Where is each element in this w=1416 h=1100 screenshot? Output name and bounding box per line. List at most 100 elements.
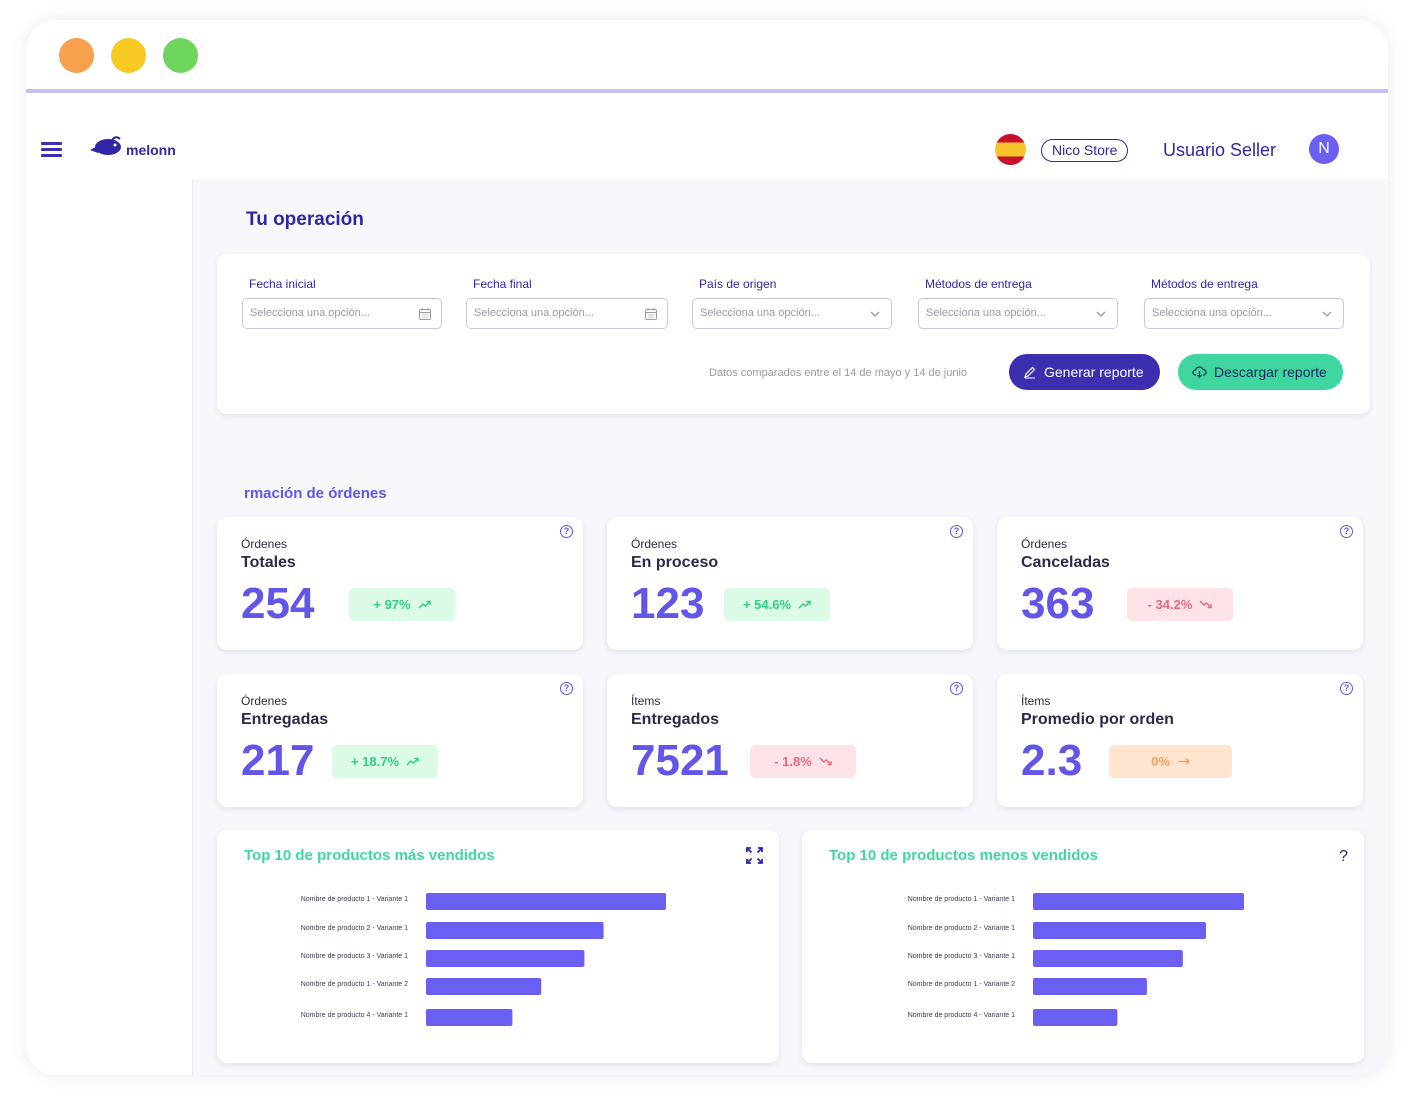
kpi-name: Canceladas (1021, 554, 1110, 571)
trend-flat-icon (1177, 758, 1190, 765)
top-header: melonn Nico Store Usuario Seller N (26, 93, 1388, 179)
filter-delivery-method-1: Métodos de entrega Selecciona una opción… (918, 277, 1118, 329)
bar-label: Nombre de producto 2 - Variante 1 (301, 925, 408, 932)
kpi-value: 7521 (631, 736, 729, 785)
help-icon[interactable]: ? (560, 525, 573, 538)
bar-label: Nombre de producto 4 - Variante 1 (908, 1012, 1015, 1019)
filter-end-date: Fecha final Selecciona una opción... (466, 277, 668, 329)
bar-label: Nombre de producto 1 - Variante 2 (908, 981, 1015, 988)
window-close-button[interactable] (59, 38, 94, 73)
origin-country-select[interactable]: Selecciona una opción... (692, 298, 892, 329)
trend-down-icon (819, 757, 832, 766)
sidebar (26, 179, 193, 1075)
avatar[interactable]: N (1309, 134, 1339, 164)
bar[interactable] (1033, 978, 1147, 995)
bar[interactable] (1033, 893, 1244, 910)
placeholder: Selecciona una opción... (250, 307, 370, 319)
chart-title: Top 10 de productos menos vendidos (829, 847, 1098, 864)
kpi-change-badge: + 54.6% (724, 588, 830, 621)
trend-up-icon (798, 600, 811, 609)
filter-start-date: Fecha inicial Selecciona una opción... (242, 277, 442, 329)
delivery-method-select[interactable]: Selecciona una opción... (1144, 298, 1344, 329)
filter-label: Fecha inicial (249, 277, 316, 291)
bar-chart: Nombre de producto 1 - Variante 1 Nombre … (301, 893, 666, 1026)
filter-origin-country: País de origen Selecciona una opción... (692, 277, 892, 329)
help-icon[interactable]: ? (950, 682, 963, 695)
melonn-mascot-icon (90, 136, 121, 155)
chevron-down-icon (1322, 311, 1332, 317)
brand-logo[interactable]: melonn (88, 135, 176, 159)
bar-label: Nombre de producto 3 - Variante 1 (908, 953, 1015, 960)
bar[interactable] (1033, 1009, 1118, 1026)
kpi-name: Promedio por orden (1021, 711, 1174, 728)
kpi-value: 254 (241, 579, 315, 628)
help-icon[interactable]: ? (1340, 525, 1353, 538)
bar[interactable] (426, 893, 666, 910)
spain-flag-icon[interactable] (995, 134, 1026, 165)
delivery-method-select[interactable]: Selecciona una opción... (918, 298, 1118, 329)
main-content: Tu operación Fecha inicial Selecciona un… (193, 179, 1388, 1075)
kpi-kicker: Órdenes (241, 694, 288, 708)
window-minimize-button[interactable] (111, 38, 146, 73)
kpi-card-total-orders: Órdenes Totales 254 + 97% ? (217, 517, 583, 650)
kpi-value: 363 (1021, 579, 1095, 628)
kpi-kicker: Ítems (631, 694, 661, 708)
kpi-card-cancelled: Órdenes Canceladas 363 - 34.2% ? (997, 517, 1363, 650)
menu-icon[interactable] (41, 142, 62, 157)
kpi-name: En proceso (631, 554, 719, 571)
user-name[interactable]: Usuario Seller (1163, 140, 1277, 160)
bar-label: Nombre de producto 1 - Variante 2 (301, 981, 408, 988)
placeholder: Selecciona una opción... (1152, 307, 1272, 319)
filter-delivery-method-2: Métodos de entrega Selecciona una opción… (1144, 277, 1344, 329)
help-icon[interactable]: ? (1340, 682, 1353, 695)
filter-label: País de origen (699, 277, 777, 291)
end-date-input[interactable]: Selecciona una opción... (466, 298, 668, 329)
bar[interactable] (426, 922, 604, 939)
kpi-value: 123 (631, 579, 705, 628)
start-date-input[interactable]: Selecciona una opción... (242, 298, 442, 329)
bar[interactable] (1033, 922, 1207, 939)
download-report-button[interactable]: Descargar reporte (1178, 354, 1343, 390)
kpi-change: + 54.6% (742, 597, 792, 612)
download-report-label: Descargar reporte (1214, 364, 1327, 380)
filter-label: Métodos de entrega (1151, 277, 1258, 291)
kpi-card-delivered-items: Ítems Entregados 7521 - 1.8% ? (607, 674, 973, 807)
section-title: rmación de órdenes (244, 485, 387, 502)
placeholder: Selecciona una opción... (926, 307, 1046, 319)
kpi-card-delivered-orders: Órdenes Entregadas 217 + 18.7% ? (217, 674, 583, 807)
kpi-change-badge: + 97% (349, 588, 455, 621)
bar-label: Nombre de producto 1 - Variante 1 (908, 896, 1015, 903)
bar[interactable] (426, 978, 542, 995)
kpi-change: + 97% (373, 597, 411, 612)
trend-up-icon (406, 757, 419, 766)
brand-name: melonn (126, 142, 176, 158)
bar-label: Nombre de producto 4 - Variante 1 (301, 1012, 408, 1019)
generate-report-button[interactable]: Generar reporte (1009, 354, 1160, 390)
chart-title: Top 10 de productos más vendidos (244, 847, 495, 864)
pencil-icon (1024, 366, 1036, 379)
filters-panel: Fecha inicial Selecciona una opción... F… (217, 254, 1370, 414)
kpi-name: Totales (241, 554, 296, 571)
kpi-name: Entregadas (241, 711, 329, 728)
store-selector[interactable]: Nico Store (1041, 139, 1129, 162)
kpi-name: Entregados (631, 711, 720, 728)
chart-card-top-sold: Top 10 de productos más vendidos Nombre … (217, 830, 779, 1063)
kpi-card-in-process: Órdenes En proceso 123 + 54.6% ? (607, 517, 973, 650)
placeholder: Selecciona una opción... (700, 307, 820, 319)
bar-label: Nombre de producto 1 - Variante 1 (301, 896, 408, 903)
bar[interactable] (426, 950, 585, 967)
kpi-change: + 18.7% (350, 754, 400, 769)
bar[interactable] (426, 1009, 513, 1026)
help-icon[interactable]: ? (950, 525, 963, 538)
page-title: Tu operación (246, 209, 364, 230)
kpi-change-badge: + 18.7% (332, 745, 438, 778)
window-maximize-button[interactable] (163, 38, 198, 73)
kpi-change: 0% (1151, 754, 1170, 769)
chevron-down-icon (1096, 311, 1106, 317)
trend-up-icon (418, 600, 431, 609)
help-icon[interactable]: ? (1339, 848, 1348, 865)
help-icon[interactable]: ? (560, 682, 573, 695)
expand-icon[interactable] (746, 847, 763, 864)
bar[interactable] (1033, 950, 1183, 967)
kpi-value: 217 (241, 736, 315, 785)
